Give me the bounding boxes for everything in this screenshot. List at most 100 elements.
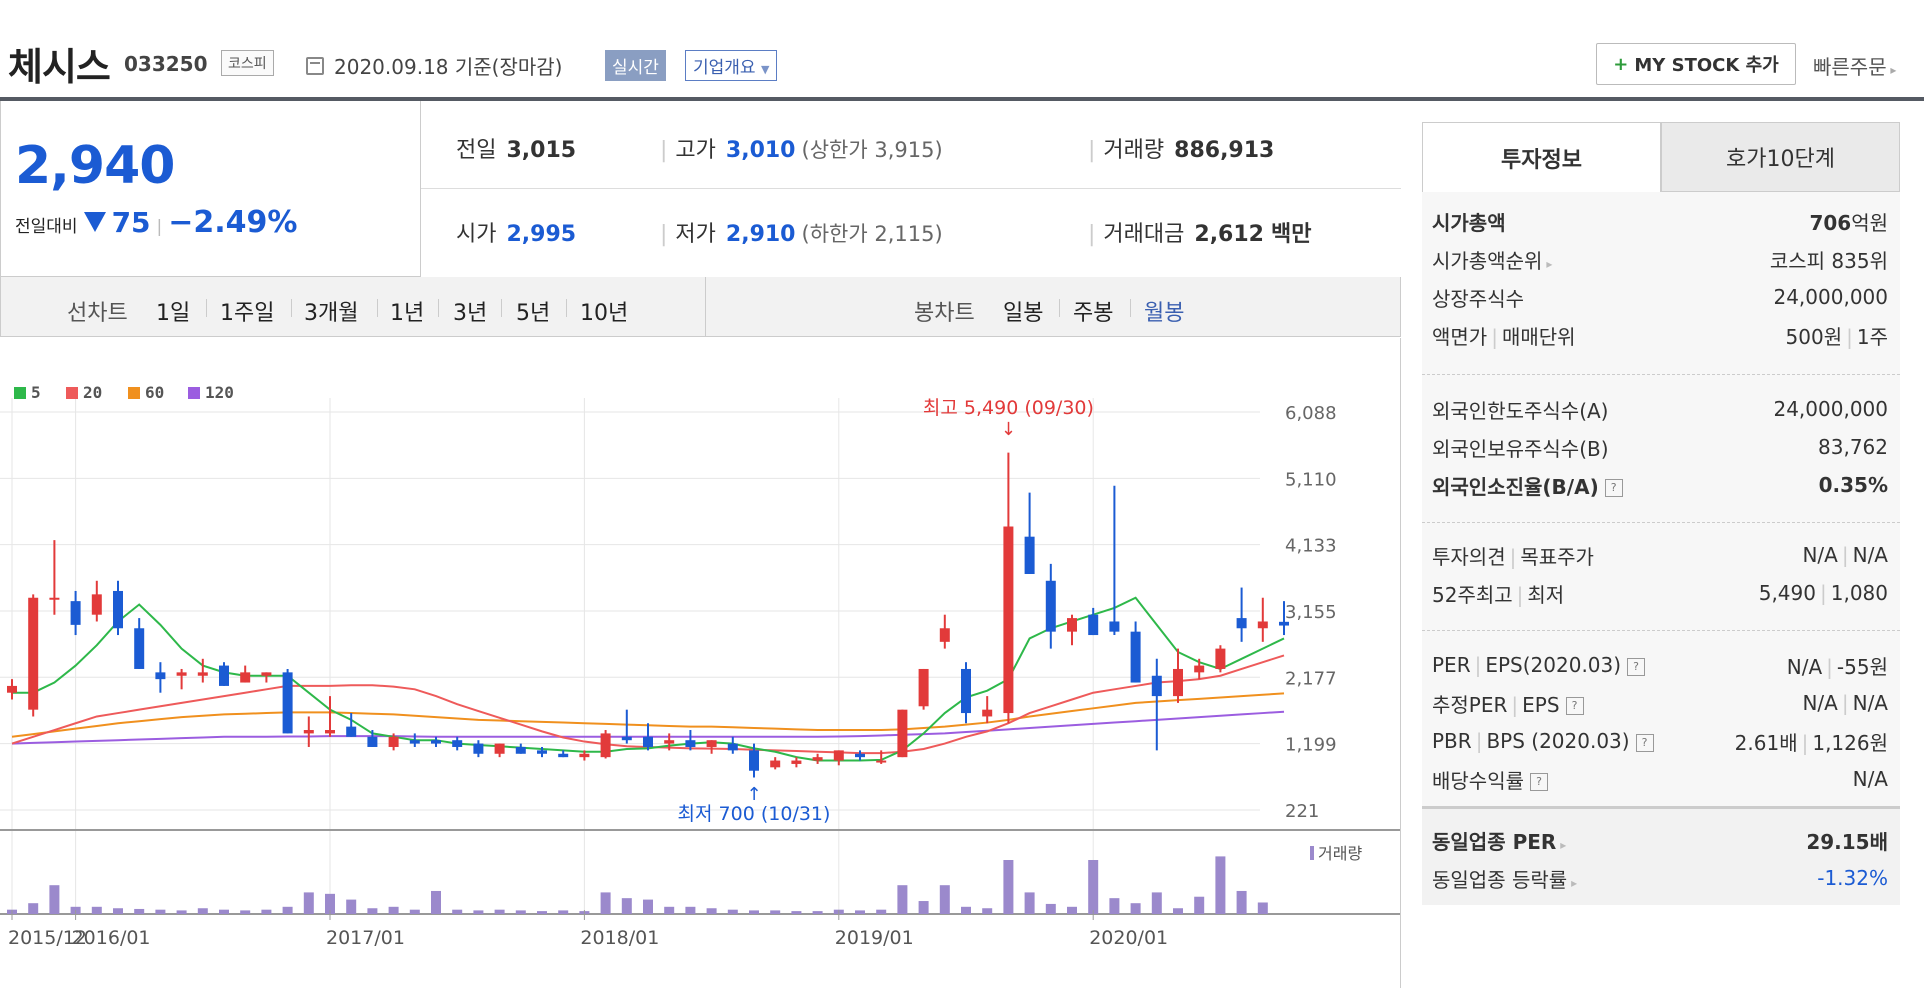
max-price-label: 최고 5,490 (09/30) [923, 397, 1094, 419]
candle-body [431, 740, 441, 744]
row-foreign-hold: 외국인보유주식수(B) 83,762 [1432, 430, 1888, 464]
tab-5y[interactable]: 5년 [516, 301, 551, 326]
quick-order-link[interactable]: 빠른주문 ▸ [1813, 51, 1896, 80]
dividend-label: 배당수익률 [1432, 768, 1524, 793]
company-info-dropdown[interactable]: 기업개요 ▼ [685, 50, 778, 81]
candle-body [685, 740, 696, 747]
row-dividend: 배당수익률? N/A [1432, 762, 1888, 796]
volume-bar [812, 911, 823, 914]
help-icon[interactable]: ? [1627, 657, 1646, 676]
volume-bar [155, 909, 166, 914]
add-mystock-button[interactable]: + MY STOCK 추가 [1596, 43, 1796, 85]
caret-right-icon[interactable]: ▸ [1546, 256, 1553, 271]
volume-bar [1194, 896, 1205, 914]
candle-body [537, 750, 547, 754]
candle-body [833, 750, 844, 761]
help-icon[interactable]: ? [1565, 697, 1584, 715]
y-tick-label: 221 [1285, 801, 1319, 822]
row-shares: 상장주식수 24,000,000 [1432, 280, 1888, 314]
legend-swatch [128, 387, 140, 399]
candle-body [918, 668, 929, 707]
stat-volume-label: 거래량 [1103, 138, 1165, 163]
candle-body [176, 672, 187, 676]
w52-low-label: 최저 [1527, 582, 1565, 607]
row-sector-per: 동일업종 PER ▸ 29.15배 [1432, 823, 1888, 857]
tab-3y[interactable]: 3년 [453, 301, 488, 326]
caret-right-icon[interactable]: ▸ [1571, 875, 1578, 890]
tab-1w[interactable]: 1주일 [220, 301, 275, 326]
y-tick-label: 5,110 [1285, 469, 1337, 490]
candle-body [579, 753, 590, 758]
min-arrow-icon: ↑ [746, 784, 761, 805]
help-icon[interactable]: ? [1635, 733, 1654, 752]
tab-monthly[interactable]: 월봉 [1144, 301, 1185, 326]
tab-order-book[interactable]: 호가10단계 [1661, 122, 1900, 192]
tab-3m[interactable]: 3개월 [304, 301, 359, 326]
foreign-ratio-label: 외국인소진율(B/A) [1432, 474, 1599, 499]
stat-open-value: 2,995 [506, 222, 577, 247]
volume-bar [367, 908, 378, 914]
stat-high-label: 고가 [675, 138, 716, 163]
stat-volume-value: 886,913 [1174, 138, 1275, 163]
market-cap-label: 시가총액 [1432, 210, 1506, 235]
foreign-hold-label: 외국인보유주식수(B) [1432, 436, 1609, 461]
realtime-button[interactable]: 실시간 [605, 50, 666, 81]
market-cap-unit: 억원 [1851, 210, 1888, 235]
volume-bar [982, 908, 993, 914]
tab-1y[interactable]: 1년 [390, 301, 425, 326]
candle-body [1003, 526, 1014, 714]
min-price-label: 최저 700 (10/31) [678, 803, 831, 825]
help-icon[interactable]: ? [1530, 773, 1548, 791]
candle-body [91, 594, 102, 615]
candle-body [515, 746, 526, 754]
candle-body [70, 601, 81, 625]
par-label: 액면가 [1432, 324, 1488, 349]
tab-weekly[interactable]: 주봉 [1073, 301, 1114, 326]
legend-label: 5 [31, 383, 41, 402]
foreign-ratio-value: 0.35% [1818, 473, 1888, 497]
candle-body [113, 590, 123, 629]
sector-chg-value: -1.32% [1817, 866, 1888, 890]
volume-bar [1024, 892, 1035, 914]
volume-bar [431, 890, 441, 914]
stat-prev: 전일 3,015 [456, 132, 576, 164]
volume-bar [28, 903, 39, 914]
volume-bar [197, 908, 208, 914]
caret-right-icon[interactable]: ▸ [1560, 837, 1567, 852]
row-52w: 52주최고 | 최저 5,490 | 1,080 [1432, 581, 1888, 607]
chart-period-tabs: 선차트 1일 1주일 3개월 1년 3년 5년 10년 봉차트 일봉 주봉 월봉 [0, 277, 1401, 337]
candle-body [155, 672, 166, 680]
stat-low-value: 2,910 [725, 222, 796, 247]
help-icon[interactable]: ? [1604, 479, 1623, 497]
candle-body [367, 736, 378, 747]
volume-bar [1215, 856, 1226, 914]
legend-label: 20 [83, 383, 102, 402]
candle-body [1257, 621, 1268, 629]
w52-high-label: 52주최고 [1432, 582, 1513, 607]
candle-body [7, 685, 17, 693]
tab-1d[interactable]: 1일 [156, 301, 191, 326]
volume-bar [685, 906, 696, 914]
foreign-limit-value: 24,000,000 [1773, 397, 1888, 421]
volume-bar [749, 910, 759, 914]
tab-10y[interactable]: 10년 [580, 301, 629, 326]
volume-bar [537, 911, 547, 914]
volume-bar [303, 892, 314, 914]
x-tick-label: 2015/12 [8, 927, 87, 949]
target-label: 목표주가 [1520, 544, 1594, 569]
stats-panel [421, 101, 1401, 277]
candle-body [282, 672, 293, 734]
candle-body [727, 743, 738, 751]
volume-bar [706, 908, 717, 914]
volume-bar [791, 911, 802, 914]
stat-prev-label: 전일 [456, 138, 497, 163]
candle-body [558, 753, 569, 758]
change-amount: 75 [111, 206, 151, 239]
stat-high-value: 3,010 [725, 138, 796, 163]
stat-low: | 저가 2,910 (하한가 2,115) [660, 222, 943, 247]
tab-investment-info[interactable]: 투자정보 [1422, 122, 1661, 192]
tab-daily[interactable]: 일봉 [1003, 301, 1044, 326]
candle-body [812, 757, 823, 761]
market-cap-value: 706 [1809, 210, 1852, 235]
candle-body [261, 672, 272, 676]
